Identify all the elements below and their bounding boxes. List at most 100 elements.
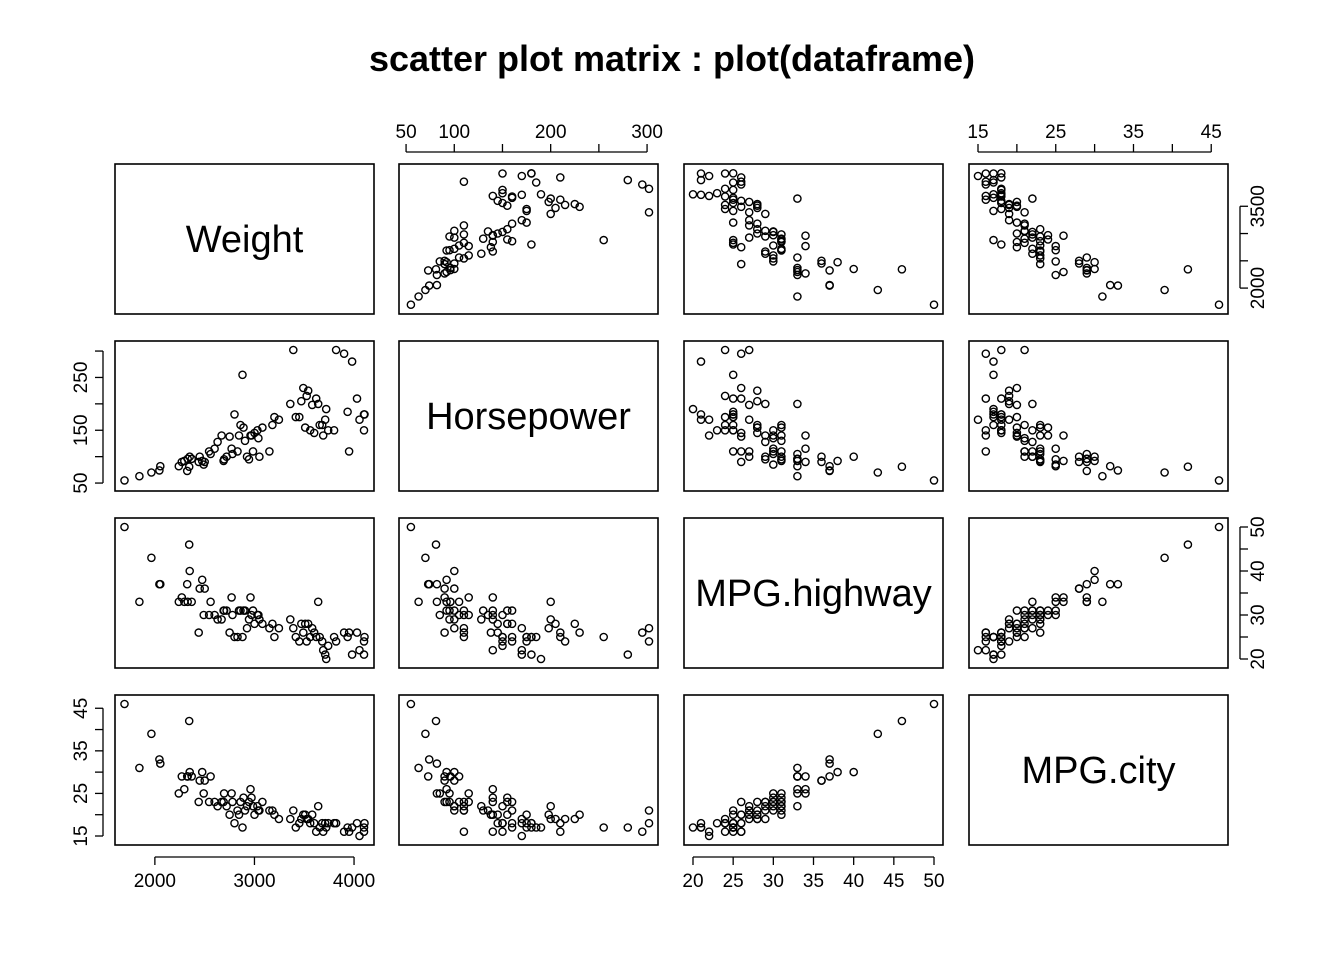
data-point bbox=[1051, 454, 1060, 464]
data-point bbox=[556, 818, 565, 828]
data-point bbox=[247, 793, 256, 803]
data-point bbox=[296, 396, 306, 406]
data-point bbox=[258, 619, 267, 629]
data-point bbox=[213, 615, 222, 624]
data-point bbox=[793, 292, 802, 301]
data-point bbox=[253, 801, 262, 811]
data-point bbox=[801, 457, 810, 467]
data-point bbox=[546, 615, 556, 624]
data-point bbox=[347, 357, 357, 366]
data-point bbox=[432, 280, 442, 290]
data-point bbox=[1051, 245, 1060, 255]
data-point bbox=[769, 449, 778, 459]
data-point bbox=[531, 823, 541, 832]
data-point bbox=[294, 818, 304, 828]
data-point bbox=[449, 226, 459, 236]
tick-label: 20 bbox=[682, 871, 703, 892]
data-point bbox=[989, 420, 998, 430]
data-point bbox=[981, 177, 991, 186]
data-point bbox=[981, 195, 991, 204]
data-point bbox=[483, 227, 493, 236]
data-point bbox=[1059, 456, 1068, 466]
data-point bbox=[1035, 606, 1045, 615]
data-point bbox=[575, 202, 584, 212]
data-point bbox=[507, 818, 517, 828]
data-point bbox=[997, 650, 1006, 659]
data-point bbox=[817, 256, 826, 266]
data-point bbox=[793, 449, 802, 459]
data-point bbox=[502, 797, 512, 807]
data-point bbox=[599, 632, 609, 642]
data-point bbox=[728, 218, 738, 227]
data-point bbox=[575, 628, 584, 637]
data-point bbox=[644, 818, 654, 828]
data-point bbox=[440, 776, 449, 785]
data-point bbox=[1090, 566, 1099, 576]
data-point bbox=[1074, 256, 1084, 266]
data-point bbox=[981, 394, 991, 403]
data-point bbox=[744, 221, 754, 230]
data-point bbox=[1113, 281, 1123, 290]
data-point bbox=[187, 454, 196, 464]
data-point bbox=[507, 219, 517, 228]
data-point bbox=[522, 810, 531, 820]
data-point bbox=[1098, 471, 1107, 481]
data-point bbox=[242, 801, 252, 811]
data-point bbox=[704, 831, 714, 841]
data-point bbox=[728, 185, 738, 195]
data-point bbox=[238, 632, 247, 642]
data-point bbox=[222, 801, 231, 811]
data-point bbox=[1113, 466, 1123, 475]
data-point bbox=[720, 827, 730, 837]
data-point bbox=[440, 584, 449, 593]
data-point bbox=[1082, 466, 1092, 476]
data-point bbox=[777, 452, 786, 462]
data-point bbox=[736, 202, 746, 212]
data-point bbox=[445, 606, 454, 615]
panel-frame bbox=[114, 694, 375, 846]
data-point bbox=[769, 444, 778, 454]
data-point bbox=[182, 579, 192, 589]
data-point bbox=[1105, 280, 1115, 290]
data-point bbox=[1035, 454, 1045, 464]
panel-frame bbox=[683, 694, 944, 846]
data-point bbox=[769, 431, 778, 440]
data-point bbox=[1012, 423, 1022, 432]
data-point bbox=[321, 654, 331, 664]
diagonal-label-horsepower: Horsepower bbox=[426, 396, 631, 438]
data-point bbox=[997, 168, 1006, 178]
data-point bbox=[498, 198, 507, 208]
data-point bbox=[1051, 606, 1060, 615]
data-point bbox=[225, 810, 234, 820]
data-point bbox=[736, 447, 746, 456]
data-point bbox=[981, 425, 991, 435]
data-point bbox=[298, 628, 308, 637]
data-point bbox=[1043, 431, 1053, 440]
data-point bbox=[268, 420, 277, 430]
data-point bbox=[185, 566, 194, 576]
data-point bbox=[793, 399, 802, 409]
data-point bbox=[801, 231, 810, 240]
data-point bbox=[1004, 415, 1014, 425]
data-point bbox=[777, 230, 786, 239]
data-point bbox=[155, 759, 165, 768]
data-point bbox=[488, 606, 498, 615]
data-point bbox=[206, 597, 215, 607]
data-point bbox=[307, 400, 317, 410]
data-point bbox=[551, 814, 560, 824]
data-point bbox=[873, 285, 883, 295]
data-point bbox=[502, 810, 512, 820]
data-point bbox=[817, 457, 826, 467]
data-point bbox=[454, 597, 464, 607]
data-point bbox=[1028, 606, 1037, 615]
data-point bbox=[182, 466, 192, 476]
data-point bbox=[696, 818, 706, 828]
data-point bbox=[1004, 391, 1014, 401]
data-point bbox=[184, 540, 194, 549]
data-point bbox=[997, 415, 1006, 425]
data-point bbox=[488, 797, 498, 807]
data-point bbox=[546, 209, 556, 219]
data-point bbox=[464, 789, 474, 798]
data-point bbox=[502, 201, 512, 210]
data-point bbox=[230, 632, 239, 642]
